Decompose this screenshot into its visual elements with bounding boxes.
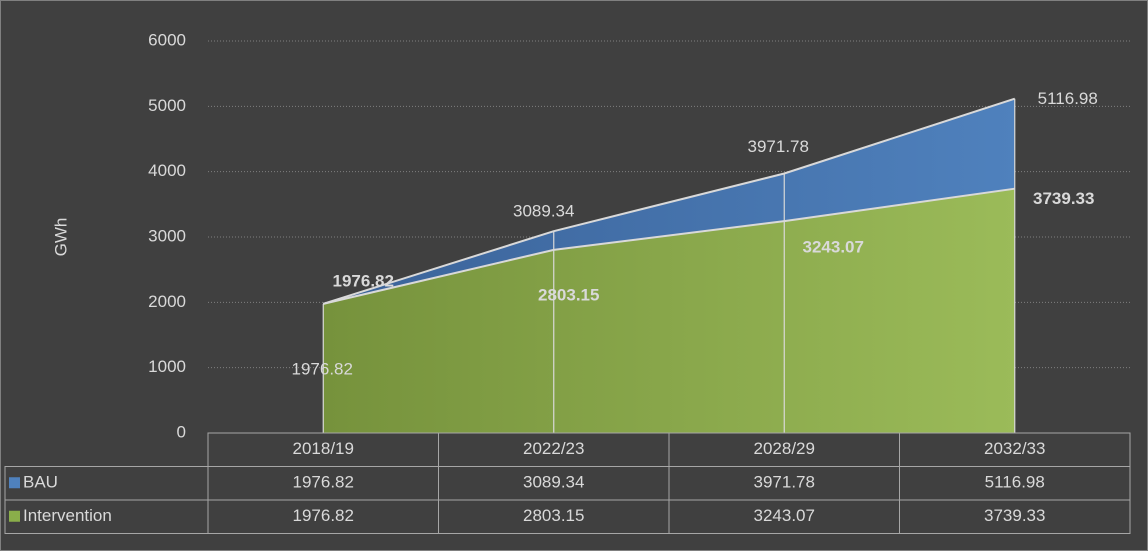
legend-key — [9, 510, 20, 522]
legend-label: Intervention — [23, 506, 112, 525]
y-tick-label: 1000 — [148, 357, 186, 376]
table-cell: 3243.07 — [754, 506, 815, 525]
area-outline — [322, 97, 1016, 305]
data-label: 2803.15 — [538, 285, 599, 304]
table-cell: 3739.33 — [984, 506, 1045, 525]
x-tick-label: 2018/19 — [293, 439, 354, 458]
y-tick-label: 2000 — [148, 292, 186, 311]
y-tick-label: 3000 — [148, 226, 186, 245]
table-cell: 1976.82 — [293, 506, 354, 525]
table-cell: 2803.15 — [523, 506, 584, 525]
legend-key — [9, 477, 20, 489]
x-tick-label: 2032/33 — [984, 439, 1045, 458]
y-tick-label: 4000 — [148, 161, 186, 180]
y-axis-label: GWh — [51, 218, 70, 257]
area — [323, 188, 1015, 433]
table-cell: 3971.78 — [754, 473, 815, 492]
x-tick-label: 2022/23 — [523, 439, 584, 458]
table-cell: 3089.34 — [523, 473, 584, 492]
x-tick-label: 2028/29 — [754, 439, 815, 458]
y-tick-label: 0 — [177, 422, 186, 441]
y-tick-label: 5000 — [148, 96, 186, 115]
table-cell: 1976.82 — [293, 473, 354, 492]
data-label: 3243.07 — [803, 238, 864, 257]
data-label: 1976.82 — [333, 271, 394, 290]
data-label: 3971.78 — [748, 137, 809, 156]
data-label: 5116.98 — [1038, 89, 1098, 108]
table-cell: 5116.98 — [985, 473, 1045, 492]
data-label: 1976.82 — [292, 359, 353, 378]
legend-label: BAU — [23, 473, 58, 492]
data-label: 3089.34 — [513, 202, 574, 221]
data-label: 3739.33 — [1033, 189, 1094, 208]
y-tick-label: 6000 — [148, 30, 186, 49]
area-outline — [323, 187, 1015, 305]
